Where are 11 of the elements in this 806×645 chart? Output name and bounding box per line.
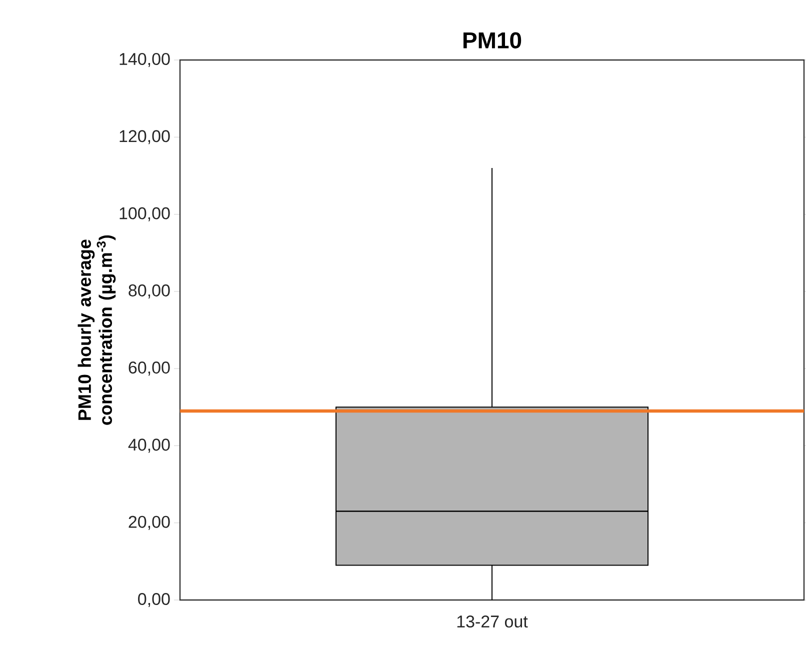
y-tick-label: 140,00 [120, 52, 170, 68]
y-tick-label: 100,00 [120, 207, 170, 222]
x-tick-label: 13-27 out [457, 616, 528, 628]
y-tick-label: 60,00 [128, 362, 170, 376]
y-axis-title: PM10 hourly average concentration (µg.m$^{-3}$) [78, 235, 116, 425]
chart-title: PM10 [463, 32, 522, 48]
y-tick-label: 0,00 [138, 592, 170, 608]
y-tick-label: 120,00 [120, 130, 170, 144]
y-tick-label: 80,00 [128, 284, 170, 298]
y-tick-label: 40,00 [128, 438, 170, 453]
y-tick-label: 20,00 [128, 516, 170, 530]
